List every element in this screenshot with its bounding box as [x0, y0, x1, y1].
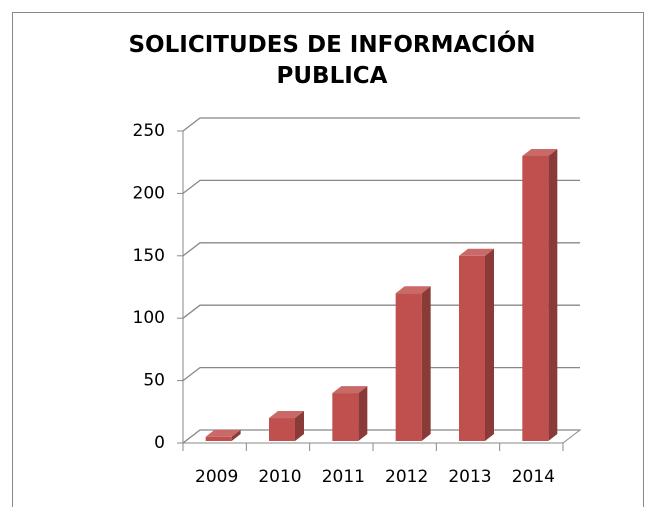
bar-top: [522, 148, 558, 156]
bar-front: [269, 418, 295, 441]
y-tick-label: 200: [133, 183, 165, 203]
bar-front: [332, 393, 359, 441]
grid-line: [182, 117, 580, 132]
bar-front: [395, 293, 422, 441]
bar: [459, 248, 494, 441]
bar-side: [421, 286, 431, 441]
x-tick-label: 2013: [448, 467, 491, 487]
bar-side: [485, 248, 494, 441]
bar-side: [295, 411, 304, 441]
x-tick-label: 2009: [195, 467, 238, 487]
grid-line: [182, 242, 580, 257]
bar-top: [332, 386, 368, 394]
bar-front: [205, 436, 232, 441]
grid-line: [182, 304, 580, 319]
bar-top: [205, 429, 241, 437]
bar-front: [459, 255, 485, 441]
bar: [395, 286, 431, 441]
y-tick-label: 150: [133, 246, 165, 266]
chart-border: [12, 12, 644, 507]
y-tick-label: 0: [154, 433, 165, 453]
bar: [522, 148, 558, 441]
grid-line: [182, 179, 580, 194]
bar: [269, 411, 304, 441]
bar-side: [231, 429, 241, 441]
x-tick-label: 2014: [512, 467, 555, 487]
floor: [181, 429, 582, 444]
bar-side: [358, 386, 368, 441]
x-tick-label: 2010: [258, 467, 301, 487]
grid-line: [182, 429, 580, 444]
y-tick-label: 50: [143, 371, 165, 391]
bar-front: [522, 155, 549, 441]
chart-title: SOLICITUDES DE INFORMACIÓN PUBLICA: [128, 32, 536, 89]
grid-line: [182, 366, 580, 382]
y-tick-label: 250: [133, 121, 165, 141]
bar: [205, 429, 241, 441]
bar-side: [548, 148, 558, 441]
bar-top: [269, 411, 304, 419]
y-tick-label: 100: [133, 308, 165, 328]
bar-top: [459, 248, 494, 256]
bar-top: [395, 286, 431, 294]
bar: [332, 386, 368, 441]
x-tick-label: 2012: [385, 467, 428, 487]
x-tick-label: 2011: [322, 467, 365, 487]
